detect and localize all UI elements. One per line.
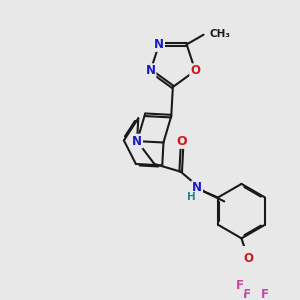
Text: N: N bbox=[192, 181, 202, 194]
Text: N: N bbox=[132, 135, 142, 148]
Text: H: H bbox=[188, 192, 196, 202]
Text: O: O bbox=[177, 135, 188, 148]
Text: F: F bbox=[260, 288, 268, 300]
Text: O: O bbox=[190, 64, 200, 77]
Text: O: O bbox=[244, 252, 254, 265]
Text: CH₃: CH₃ bbox=[209, 29, 230, 39]
Text: N: N bbox=[146, 64, 155, 77]
Text: N: N bbox=[154, 38, 164, 51]
Text: F: F bbox=[243, 288, 251, 300]
Text: F: F bbox=[236, 279, 244, 292]
